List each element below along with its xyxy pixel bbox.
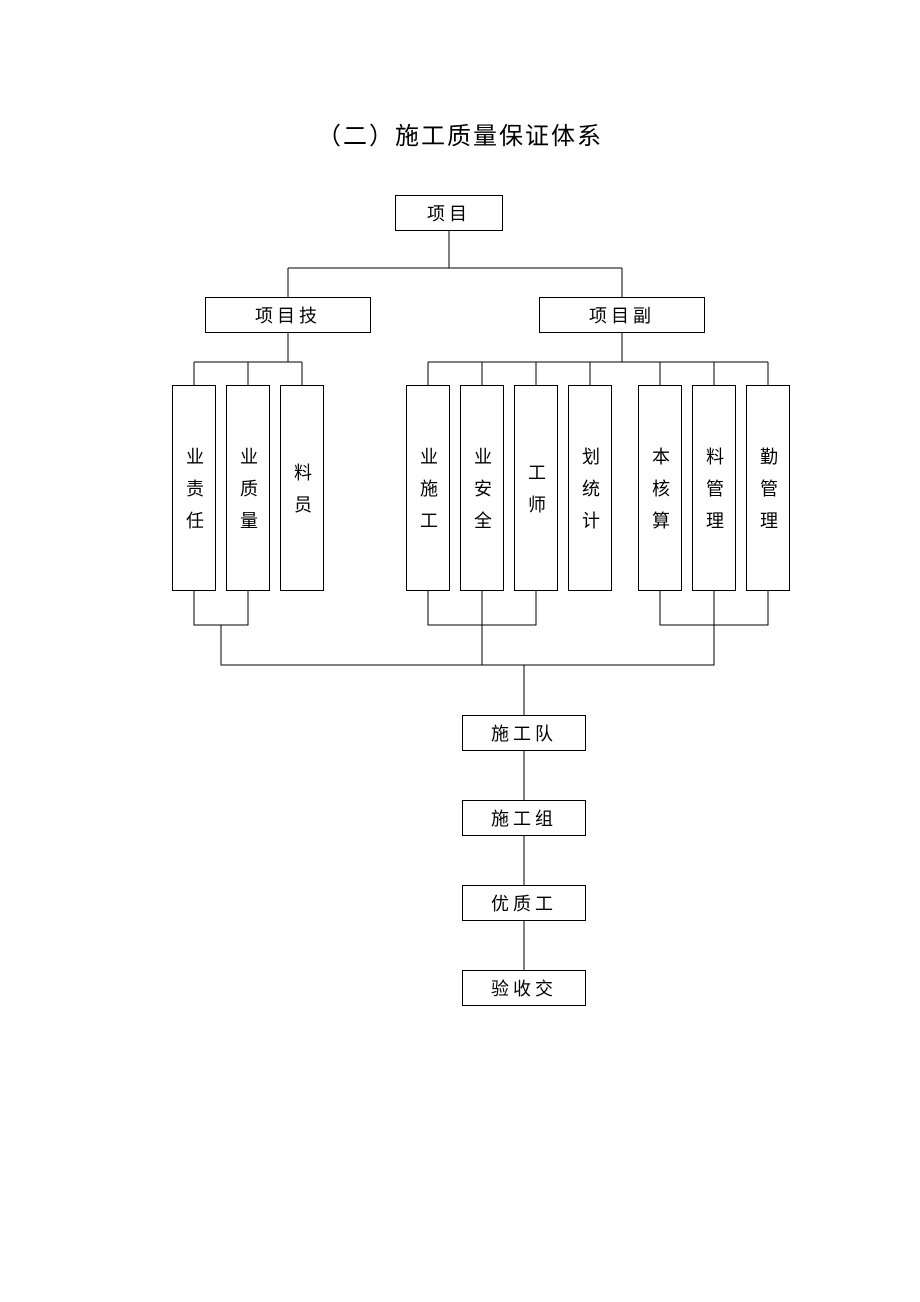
node-root: 项目 [395, 195, 503, 231]
node-r5: 本核算 [638, 385, 682, 591]
edge-18 [194, 591, 248, 625]
node-l2: 业质量 [226, 385, 270, 591]
node-r3: 工师 [514, 385, 558, 591]
node-r2: 业安全 [460, 385, 504, 591]
node-left: 项目技 [205, 297, 371, 333]
page-title: （二）施工质量保证体系 [0, 116, 920, 151]
edge-21 [660, 591, 768, 625]
edge-19 [428, 591, 536, 625]
node-c1: 施工队 [462, 715, 586, 751]
node-right: 项目副 [539, 297, 705, 333]
node-r1: 业施工 [406, 385, 450, 591]
edge-23 [221, 625, 714, 665]
node-c2: 施工组 [462, 800, 586, 836]
node-c3: 优质工 [462, 885, 586, 921]
node-l3: 料员 [280, 385, 324, 591]
node-r6: 料管理 [692, 385, 736, 591]
node-l1: 业责任 [172, 385, 216, 591]
node-r4: 划统计 [568, 385, 612, 591]
node-c4: 验收交 [462, 970, 586, 1006]
node-r7: 勤管理 [746, 385, 790, 591]
